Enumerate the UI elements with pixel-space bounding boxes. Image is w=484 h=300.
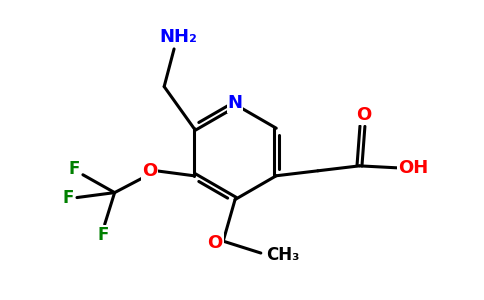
Text: N: N (227, 94, 242, 112)
Text: O: O (142, 162, 157, 180)
Text: O: O (208, 234, 223, 252)
Text: O: O (356, 106, 371, 124)
Text: F: F (68, 160, 80, 178)
Text: OH: OH (398, 159, 428, 177)
Text: F: F (97, 226, 108, 244)
Text: NH₂: NH₂ (159, 28, 197, 46)
Text: F: F (62, 189, 74, 207)
Text: CH₃: CH₃ (266, 246, 299, 264)
